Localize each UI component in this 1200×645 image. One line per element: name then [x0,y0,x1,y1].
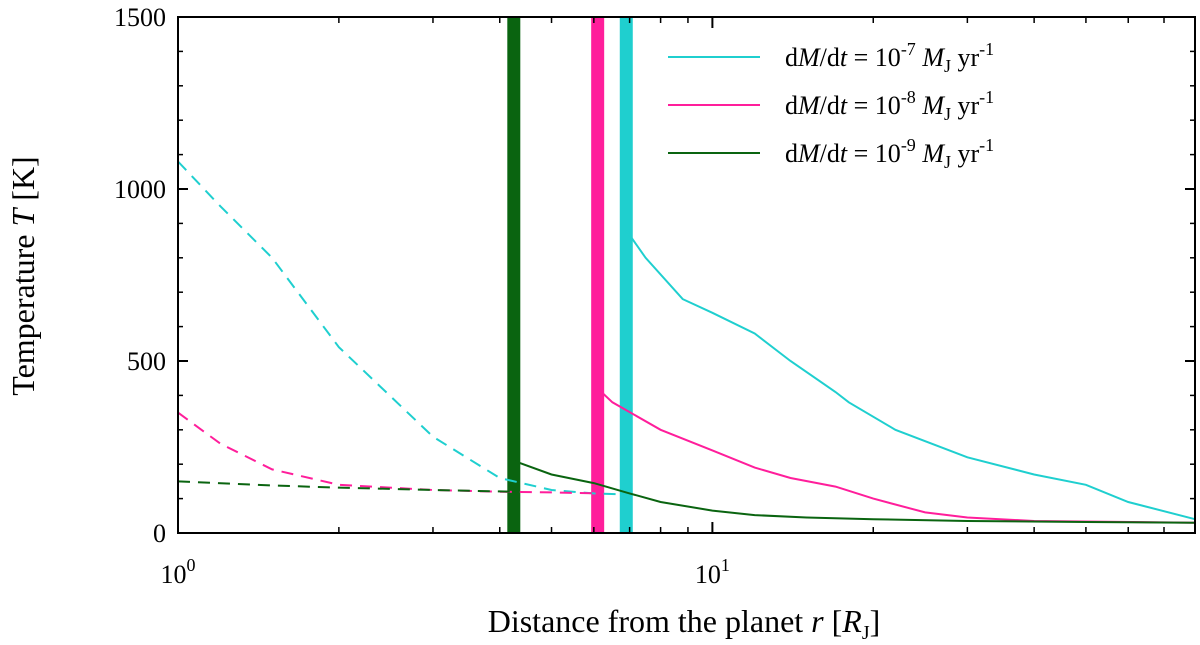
x-axis-title: Distance from the planet r [RJ] [488,603,881,644]
plot-frame [177,16,1196,534]
series-1-inner-dashed [177,160,627,496]
y-axis-title: Temperature T [K] [5,156,41,395]
axis-ticks [177,16,1195,534]
legend: dM/dt = 10-7 MJ yr-1 dM/dt = 10-8 MJ yr-1… [668,39,994,172]
y-tick-label: 1000 [114,175,166,204]
legend-label-1: dM/dt = 10-7 MJ yr-1 [785,39,994,76]
legend-label-2: dM/dt = 10-8 MJ yr-1 [785,87,994,124]
y-tick-label: 500 [127,347,166,376]
series-lines [177,160,1196,524]
series-2-outer-solid [597,387,1196,524]
series-3-outer-solid [513,459,1196,524]
series-3-inner-dashed [177,480,514,493]
series-2-inner-dashed [177,411,598,495]
x-tick-label: 100 [161,555,196,589]
legend-label-3: dM/dt = 10-9 MJ yr-1 [785,135,994,172]
y-tick-label: 0 [153,519,166,548]
axis-tick-labels: 0 500 1000 1500 100 101 [114,3,730,589]
x-tick-label: 101 [695,555,730,589]
series-1-outer-solid [625,229,1196,521]
boundary-bars [507,17,633,533]
y-tick-label: 1500 [114,3,166,32]
